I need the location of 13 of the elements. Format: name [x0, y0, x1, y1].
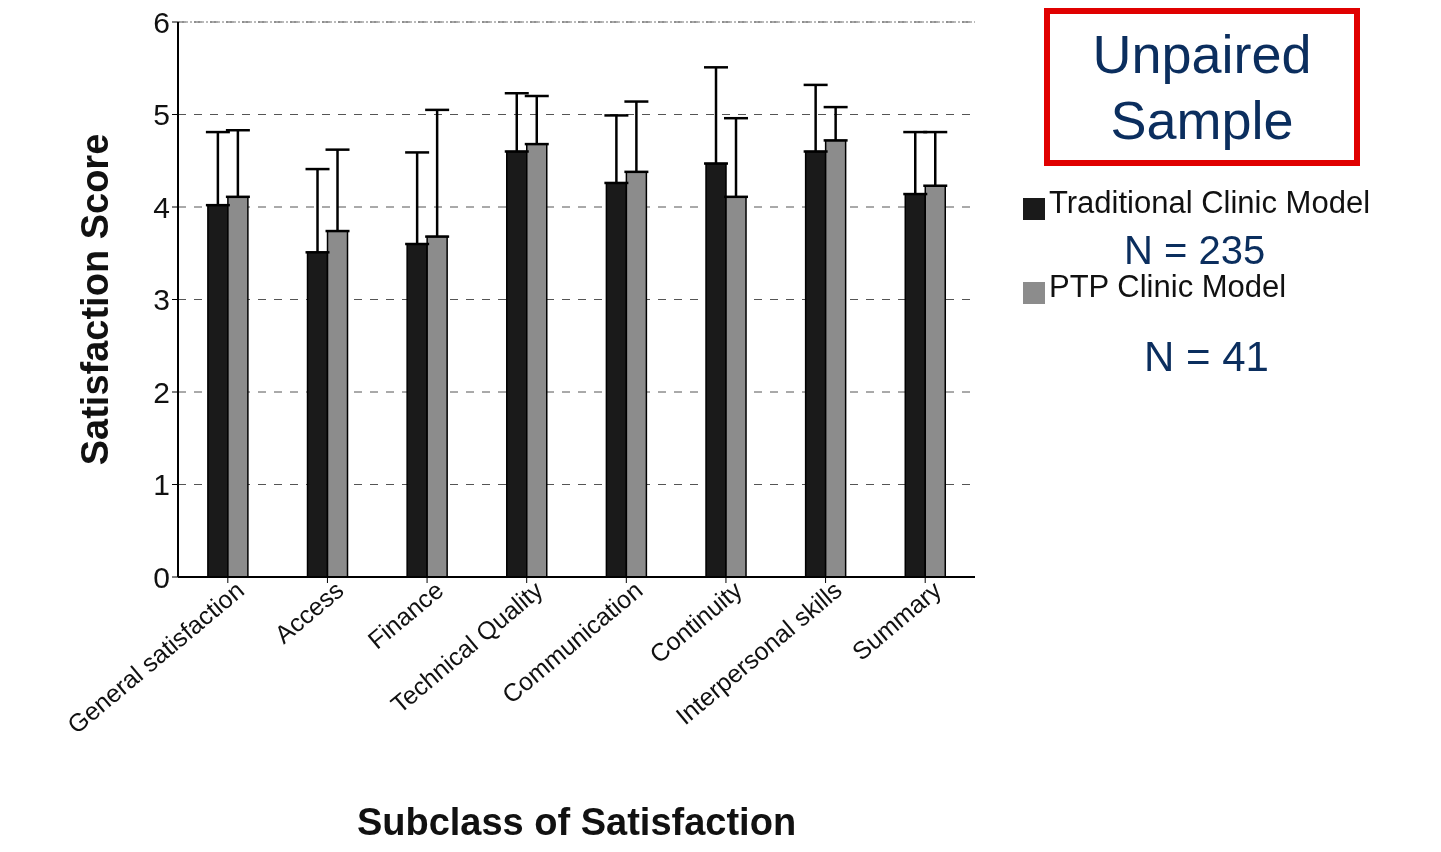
- y-tick-label: 2: [153, 375, 170, 409]
- outlined-box: Unpaired Sample: [1044, 8, 1360, 166]
- text: N = 235: [1124, 228, 1266, 272]
- text: N = 41: [1144, 333, 1269, 381]
- y-tick-label: 4: [153, 190, 170, 224]
- x-axis-title: Subclass of Satisfaction: [356, 801, 797, 843]
- legend-label: PTP Clinic Model: [1049, 269, 1287, 304]
- y-axis-title: Satisfaction Score: [74, 133, 117, 466]
- y-tick-label: 3: [153, 283, 170, 317]
- y-tick-label: 1: [153, 468, 170, 502]
- legend-label: Traditional Clinic Model: [1049, 185, 1371, 220]
- y-tick-label: 5: [153, 98, 170, 132]
- y-tick-label: 6: [153, 5, 170, 39]
